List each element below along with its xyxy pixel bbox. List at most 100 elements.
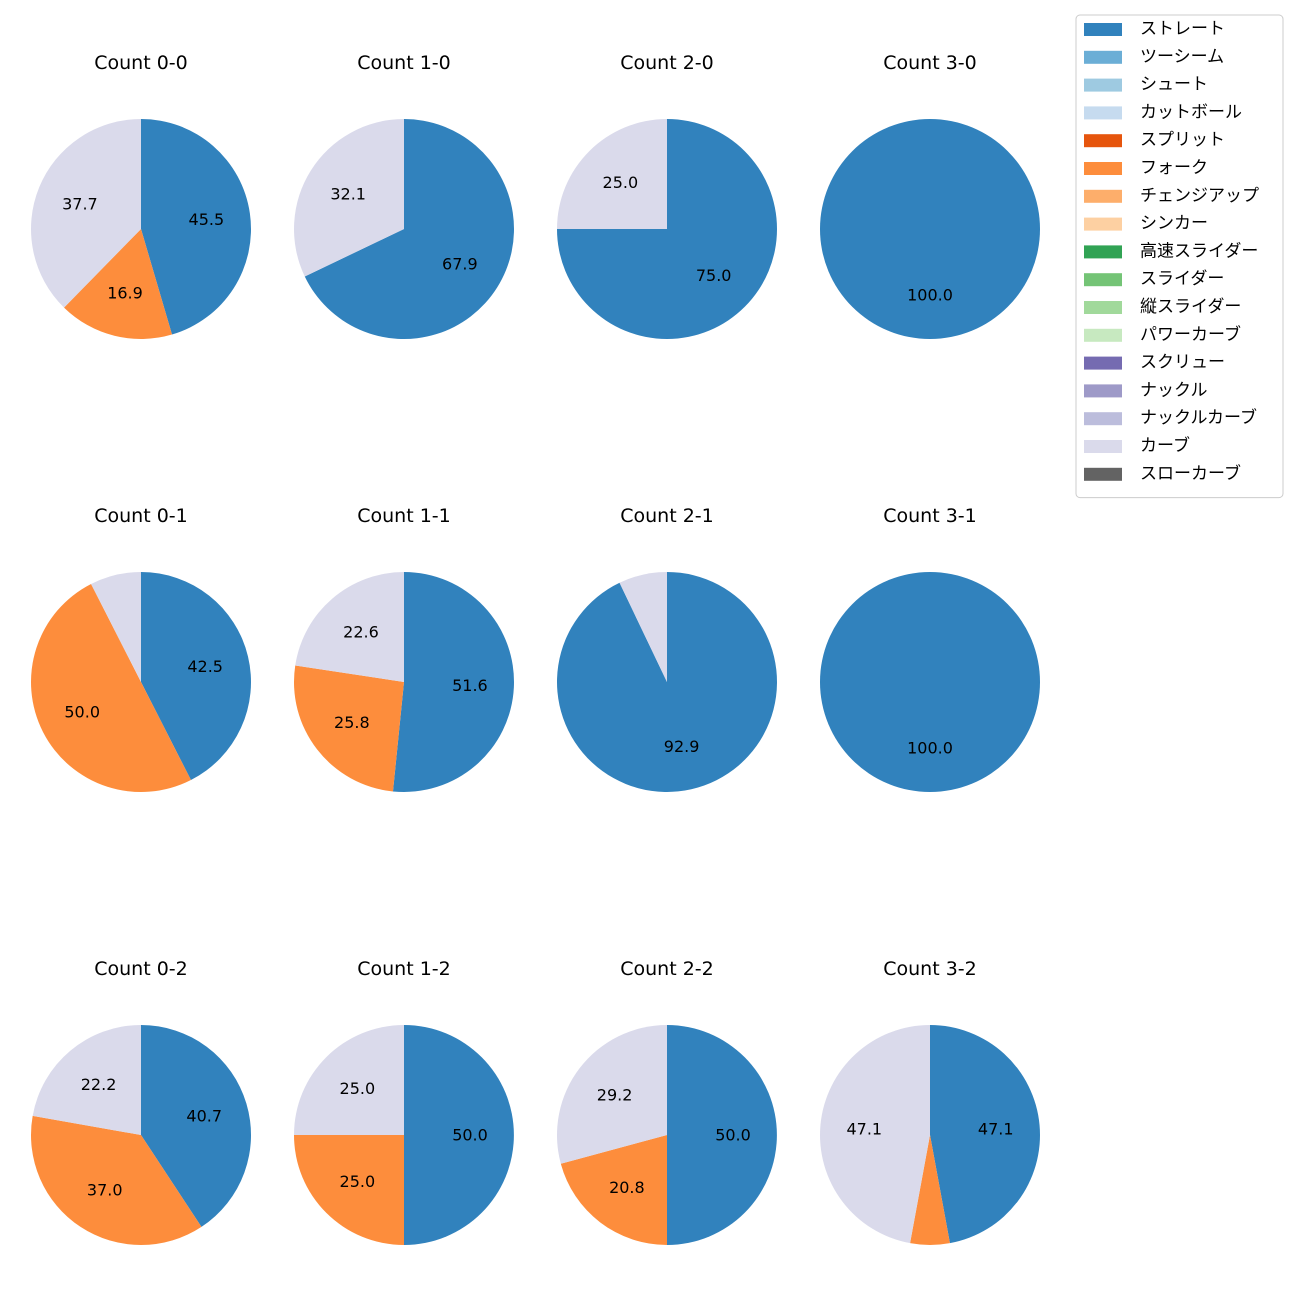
pie-slice-フォーク [64,229,172,339]
pie-slice-カーブ [619,572,667,682]
legend-swatch [1084,78,1122,92]
pie-chart: Count 0-0 45.5 16.9 37.7 [31,52,251,339]
pie-slice-フォーク [30,583,191,792]
pie-chart: Count 3-1 100.0 [820,505,1040,792]
legend-item: フォーク [1084,158,1208,178]
legend-item: ストレート [1084,19,1225,39]
legend-label: シンカー [1140,214,1208,234]
pie-slice-フォーク [560,1135,667,1245]
pie-title: Count 1-2 [357,958,451,980]
legend-item: パワーカーブ [1084,324,1241,345]
slice-value-label: 22.2 [81,1075,117,1094]
pie-slice-ストレート [141,571,252,781]
slice-value-label: 29.2 [597,1085,633,1104]
legend-item: シンカー [1084,214,1208,234]
legend-item: スローカーブ [1084,463,1241,484]
legend-label: スローカーブ [1140,463,1241,484]
pie-slice-ストレート [304,119,514,339]
slice-value-label: 100.0 [907,739,953,758]
pie-slice-ストレート [141,119,251,335]
legend-item: ツーシーム [1084,47,1224,67]
pie-slice-ストレート [556,572,777,792]
pie-slice-カーブ [557,119,667,229]
slice-value-label: 37.0 [87,1181,123,1200]
pie-slice-フォーク [294,1135,404,1245]
legend-swatch [1084,440,1122,453]
pie-slice-カーブ [557,1025,667,1164]
slice-value-label: 16.9 [107,284,143,303]
pie-title: Count 2-0 [620,52,714,74]
legend-label: ナックルカーブ [1140,407,1257,428]
legend-label: スプリット [1140,130,1225,150]
legend-label: スクリュー [1140,353,1225,373]
slice-value-label: 67.9 [442,255,478,274]
pie-title: Count 2-1 [620,505,714,527]
legend-label: ツーシーム [1140,47,1224,67]
legend-item: カーブ [1084,435,1190,456]
slice-value-label: 92.9 [664,737,700,756]
pie-slice-ストレート [820,119,1040,339]
pie-chart: Count 1-2 50.0 25.0 25.0 [294,958,514,1245]
slice-value-label: 25.0 [340,1172,376,1191]
legend-frame [1075,14,1284,499]
legend-swatch [1084,162,1122,175]
legend-item: スプリット [1084,130,1225,150]
pie-chart: Count 2-1 92.9 [556,505,777,792]
legend-swatch [1084,384,1122,398]
legend-swatch [1084,217,1122,231]
pie-slice-カーブ [294,119,404,277]
legend-item: 高速スライダー [1084,241,1258,261]
legend-swatch [1084,301,1122,314]
legend-swatch [1084,245,1122,259]
pie-title: Count 2-2 [620,958,714,980]
pie-title: Count 3-0 [883,52,977,74]
legend-label: 縦スライダー [1140,297,1241,317]
legend-item: ナックル [1084,380,1208,400]
pie-title: Count 3-2 [883,958,977,980]
legend-swatch [1084,412,1122,426]
slice-value-label: 50.0 [64,702,100,721]
legend-item: ナックルカーブ [1084,407,1257,428]
pie-slice-カーブ [91,572,141,682]
slice-value-label: 47.1 [846,1119,882,1138]
pie-chart: Count 1-1 51.6 25.8 22.6 [294,505,514,793]
pie-chart: Count 1-0 67.9 32.1 [294,52,514,339]
legend-item: スライダー [1084,269,1224,289]
legend-item: カットボール [1084,102,1242,122]
legend-label: カットボール [1140,102,1242,122]
slice-value-label: 25.0 [340,1079,376,1098]
legend-item: チェンジアップ [1084,186,1259,206]
slice-value-label: 47.1 [978,1119,1014,1138]
pie-title: Count 0-0 [94,52,188,74]
legend-label: 高速スライダー [1140,241,1258,261]
legend-swatch [1084,134,1122,148]
slice-value-label: 25.0 [603,173,639,192]
legend-label: ナックル [1140,380,1208,400]
legend-label: パワーカーブ [1140,324,1241,345]
pie-slice-カーブ [294,1025,404,1135]
pie-title: Count 1-1 [357,505,451,527]
pie-chart: Count 3-2 47.1 47.1 [820,958,1040,1245]
legend-label: ストレート [1140,19,1225,39]
slice-value-label: 22.6 [343,622,379,641]
legend-item: 縦スライダー [1084,297,1241,317]
pie-slice-ストレート [392,572,514,793]
slice-value-label: 51.6 [452,676,488,695]
pie-slice-カーブ [820,1025,930,1244]
slice-value-label: 42.5 [187,657,223,676]
slice-value-label: 45.5 [189,210,225,229]
pie-slice-カーブ [32,1025,142,1135]
pie-slice-カーブ [295,572,404,682]
pie-slice-カーブ [31,118,141,308]
pie-chart: Count 2-0 75.0 25.0 [557,52,777,339]
pie-slice-ストレート [404,1025,514,1245]
legend-swatch [1084,356,1122,370]
pie-chart: Count 0-1 42.5 50.0 [30,505,252,792]
slice-value-label: 40.7 [186,1107,222,1126]
pie-title: Count 1-0 [357,52,451,74]
pie-slice-フォーク [910,1135,950,1245]
pie-slice-ストレート [820,572,1040,792]
legend-label: チェンジアップ [1140,186,1259,206]
